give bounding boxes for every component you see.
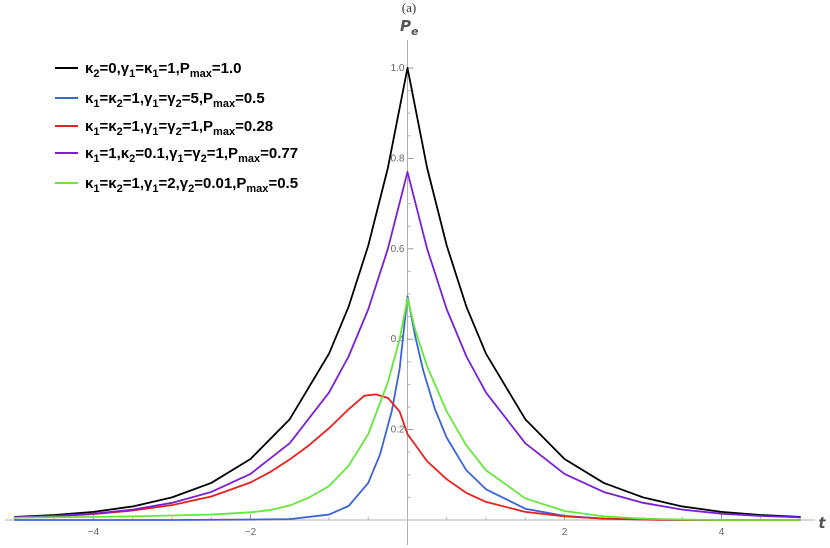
legend-label-part: =1, [159,60,180,77]
legend-label-part: 1 [93,183,99,195]
legend-label-part: 1 [129,68,135,80]
legend-label-part: = [100,90,109,107]
y-axis-label: Pe [400,17,419,38]
legend-label-part: P [228,145,238,162]
legend-label-part: γ [169,145,178,162]
legend-label-part: γ [180,175,189,192]
legend-label-part: γ [167,90,176,107]
legend-label-part: =0.77 [260,145,298,162]
legend-label-part: κ [85,175,94,192]
legend-label-part: =1, [123,118,144,135]
legend-label-part: γ [144,90,153,107]
legend-label-part: max [213,126,236,138]
legend-label-part: 1 [93,126,99,138]
legend-label-part: 2 [176,98,182,110]
x-tick-label: −2 [245,527,257,538]
legend-label-part: =0.1, [135,145,169,162]
legend-label-part: = [100,118,109,135]
x-tick-label: −4 [88,527,100,538]
legend-label-part: κ [85,145,94,162]
legend-label-part: κ [85,118,94,135]
legend-label-part: 1 [152,98,158,110]
series-line-5 [14,297,801,521]
legend-label-part: =1, [100,145,121,162]
legend-label-part: =2, [159,175,180,192]
legend-label-part: = [184,145,193,162]
legend-label-part: γ [144,118,153,135]
series-line-4 [14,171,801,519]
legend-label-part: P [180,60,190,77]
legend-label-part: 2 [117,98,123,110]
legend-label-part: =1.0 [212,60,242,77]
legend-label-part: = [100,175,109,192]
panel-label: (a) [402,0,416,15]
legend-label-part: =0.01, [194,175,236,192]
legend-label-part: κ [85,90,94,107]
legend-label-part: γ [144,175,153,192]
legend-label-1: κ2=0,γ1=κ1=1,Pmax=1.0 [85,60,241,80]
legend-label-part: 2 [201,153,207,165]
legend-label-part: κ [108,90,117,107]
y-tick-label: 0.8 [391,153,405,164]
y-tick-label: 0.2 [391,425,405,436]
series-layer [14,67,801,521]
legend-label-part: 1 [177,153,183,165]
legend-label-part: κ [108,118,117,135]
legend: κ2=0,γ1=κ1=1,Pmax=1.0κ1=κ2=1,γ1=γ2=5,Pma… [55,60,298,195]
legend-label-part: κ [144,60,153,77]
legend-label-part: =1, [123,175,144,192]
legend-label-part: 2 [93,68,99,80]
legend-label-part: =0, [100,60,121,77]
legend-label-part: =0.5 [268,175,298,192]
legend-label-part: =0.28 [235,118,273,135]
legend-label-part: γ [167,118,176,135]
legend-label-part: max [246,183,269,195]
legend-label-part: =0.5 [235,90,265,107]
y-axis-label-sub: e [411,25,419,38]
legend-label-part: γ [121,60,130,77]
legend-label-part: 1 [152,183,158,195]
legend-label-part: κ [85,60,94,77]
legend-label-part: =1, [207,145,228,162]
x-axis-label: t [818,514,826,532]
legend-label-5: κ1=κ2=1,γ1=2,γ2=0.01,Pmax=0.5 [85,175,298,195]
legend-label-part: max [190,68,213,80]
x-tick-label: 2 [562,527,568,538]
x-tick-label: 4 [719,527,725,538]
legend-label-part: γ [192,145,201,162]
axes: −4 −2 2 4 0.2 0.4 0.6 0.8 1.0 [5,40,815,545]
legend-label-part: =5, [182,90,203,107]
legend-label-part: κ [108,175,117,192]
legend-label-4: κ1=1,κ2=0.1,γ1=γ2=1,Pmax=0.77 [85,145,298,165]
legend-label-part: =1, [182,118,203,135]
y-tick-label: 0.4 [391,334,405,345]
legend-label-part: max [213,98,236,110]
y-axis-label-main: P [400,17,411,35]
legend-label-part: 1 [152,126,158,138]
legend-label-part: κ [121,145,130,162]
legend-label-part: 2 [176,126,182,138]
legend-label-part: 1 [93,98,99,110]
legend-label-part: 2 [188,183,194,195]
legend-label-part: = [159,90,168,107]
legend-label-part: 2 [117,126,123,138]
legend-label-2: κ1=κ2=1,γ1=γ2=5,Pmax=0.5 [85,90,265,110]
legend-label-part: max [238,153,261,165]
legend-label-part: 2 [117,183,123,195]
legend-label-part: 1 [93,153,99,165]
legend-label-3: κ1=κ2=1,γ1=γ2=1,Pmax=0.28 [85,118,273,138]
y-tick-label: 1.0 [391,63,405,74]
legend-label-part: = [159,118,168,135]
y-tick-label: 0.6 [391,244,405,255]
legend-label-part: P [203,118,213,135]
legend-label-part: 2 [129,153,135,165]
legend-label-part: P [203,90,213,107]
legend-label-part: = [135,60,144,77]
legend-label-part: P [236,175,246,192]
legend-label-part: 1 [152,68,158,80]
legend-label-part: =1, [123,90,144,107]
series-line-1 [14,67,801,518]
